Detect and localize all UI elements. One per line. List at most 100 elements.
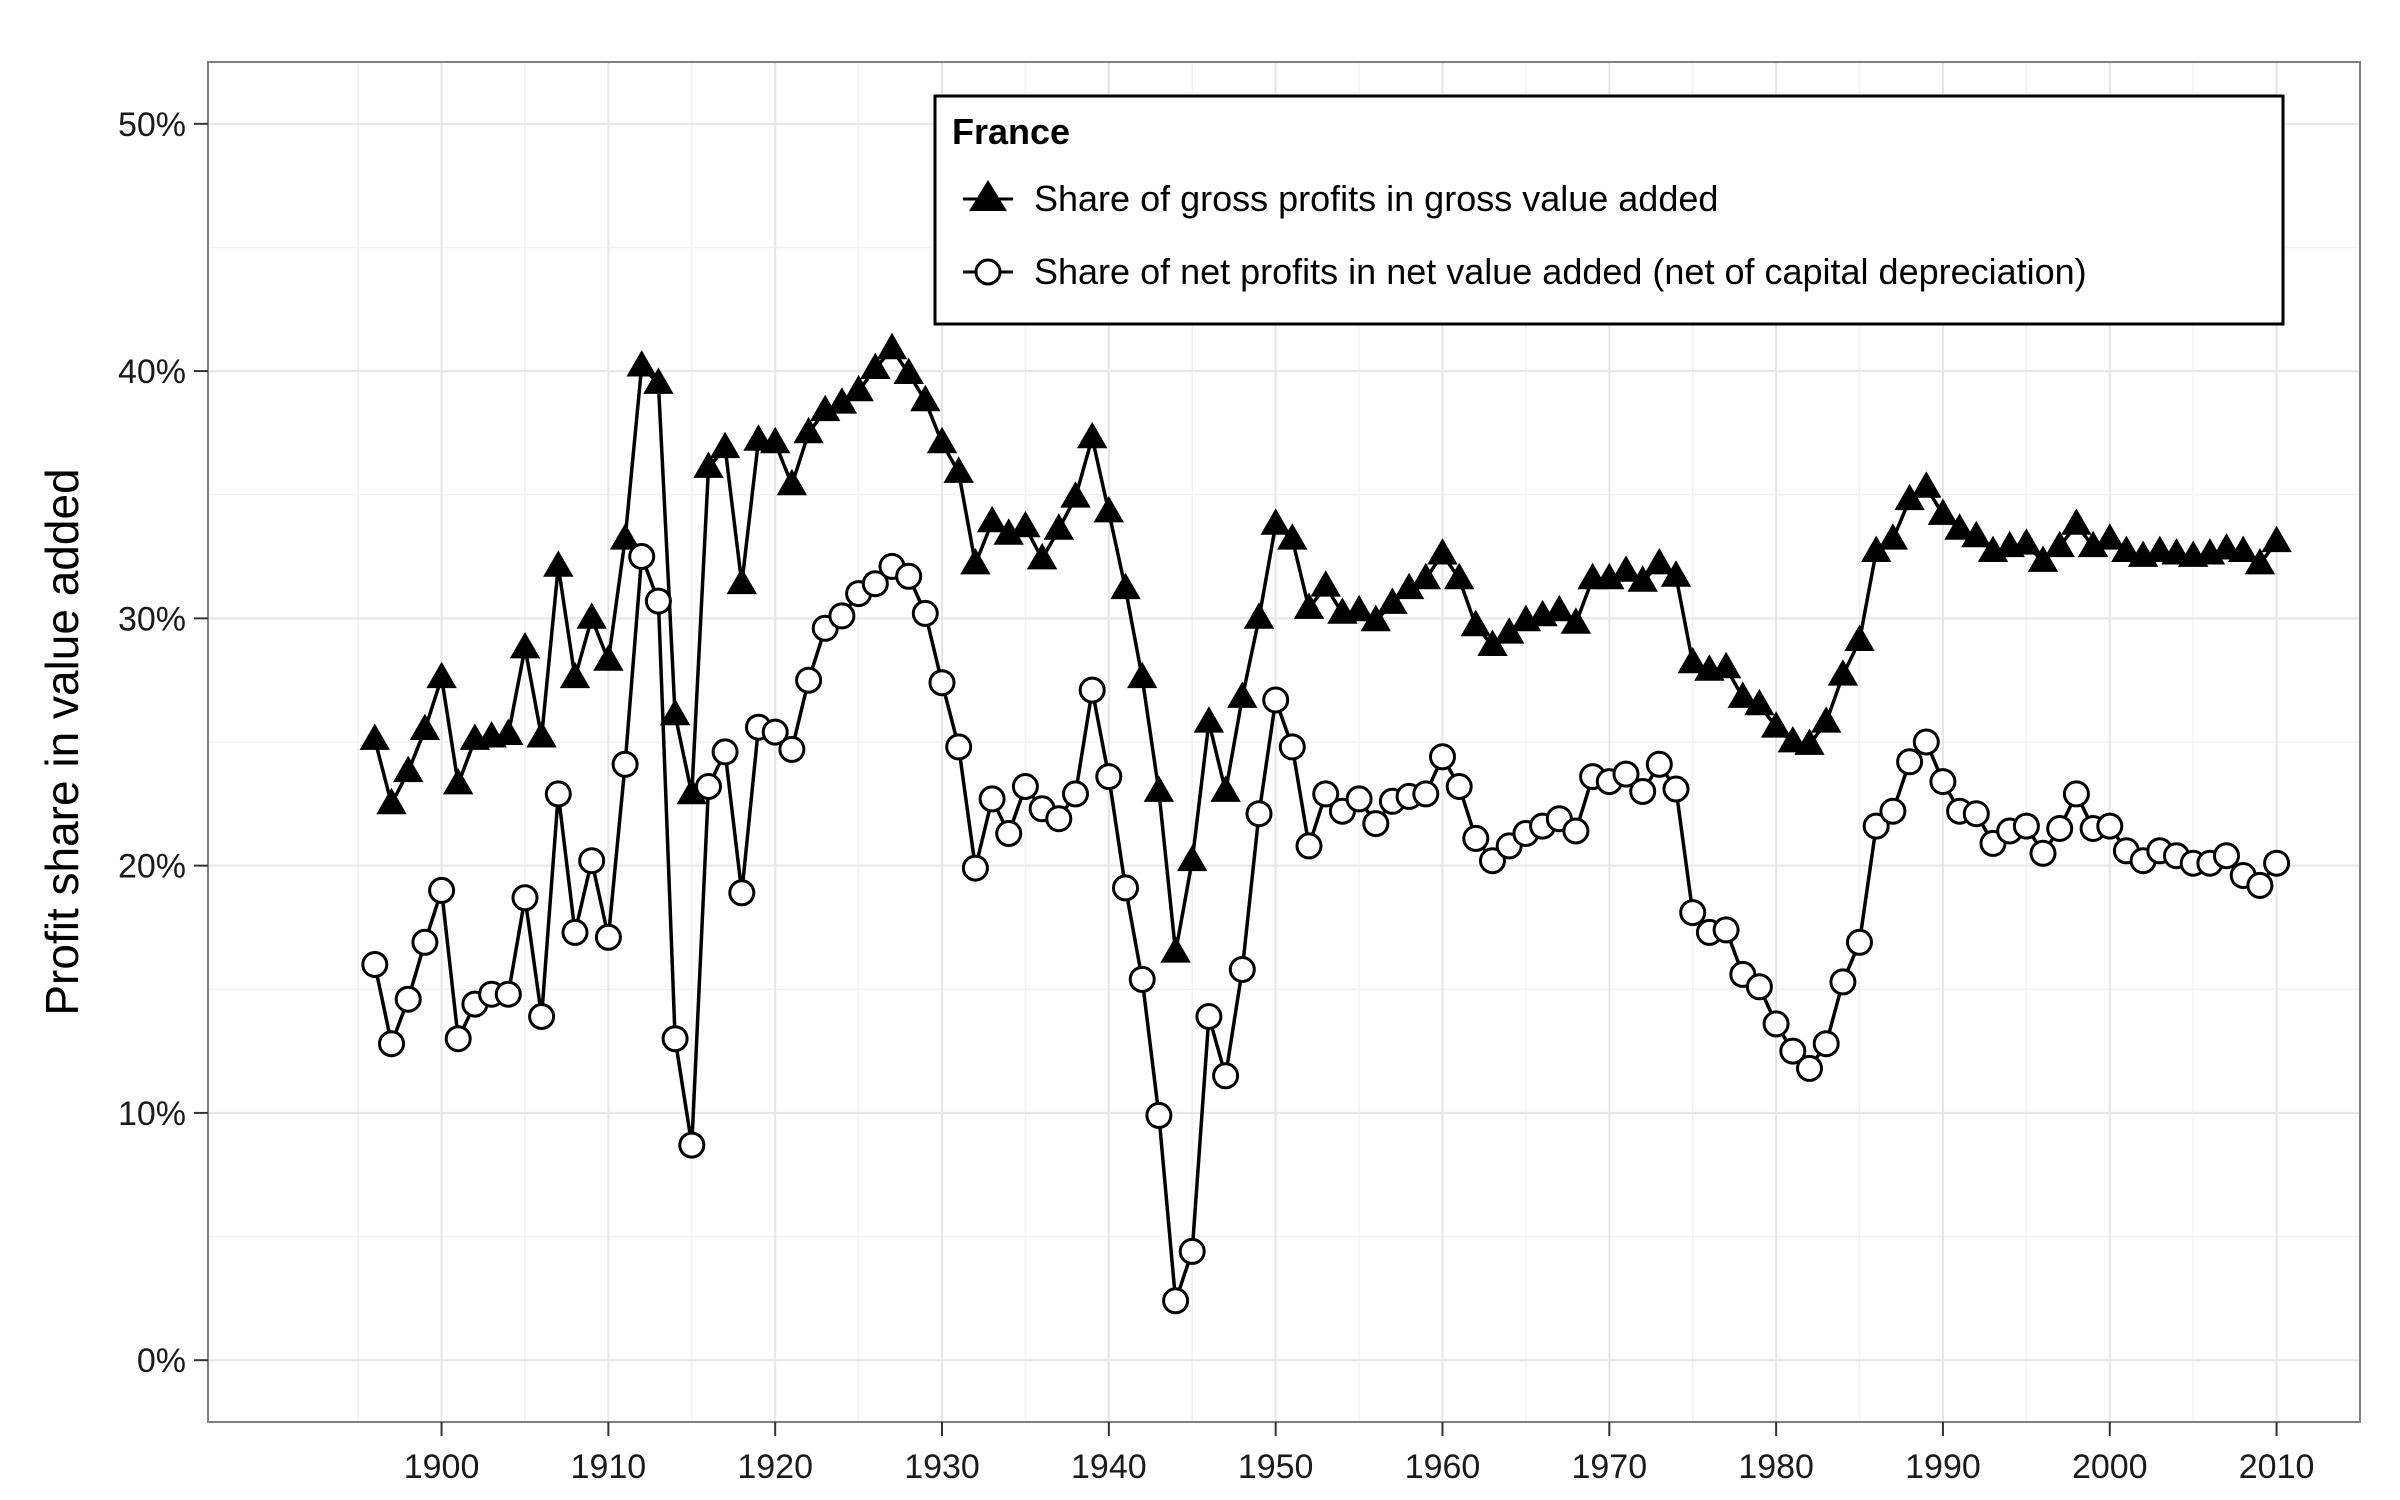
point-net-1945 — [1178, 1237, 1206, 1265]
point-net-1986 — [1862, 812, 1890, 840]
point-gross-2001 — [2111, 535, 2142, 562]
point-net-1924 — [828, 602, 856, 630]
point-net-1956 — [1362, 810, 1390, 838]
point-gross-1952 — [1293, 592, 1325, 619]
series-line-net — [373, 554, 2278, 1303]
point-gross-1912 — [626, 350, 657, 377]
point-net-1973 — [1645, 750, 1673, 778]
point-net-1940 — [1095, 763, 1123, 791]
point-gross-1924 — [826, 387, 858, 414]
point-gross-1990 — [1927, 498, 1959, 525]
point-gross-1991 — [1944, 513, 1975, 540]
point-gross-2010 — [2261, 525, 2292, 553]
point-gross-1910 — [593, 644, 624, 671]
point-gross-1922 — [793, 416, 824, 444]
point-net-1961 — [1445, 773, 1473, 800]
point-net-1928 — [895, 562, 923, 590]
point-gross-1899 — [409, 713, 441, 740]
x-tick-label: 1960 — [1405, 1448, 1481, 1486]
point-net-1896 — [361, 951, 389, 978]
point-gross-1900 — [426, 661, 457, 689]
point-gross-1918 — [726, 567, 757, 595]
point-gross-1970 — [1594, 562, 1625, 590]
point-gross-1946 — [1193, 706, 1225, 733]
point-net-1987 — [1879, 797, 1907, 825]
point-net-1982 — [1796, 1054, 1823, 1082]
point-net-1917 — [711, 738, 739, 766]
point-net-1931 — [945, 733, 973, 761]
point-gross-1956 — [1360, 604, 1391, 632]
point-gross-1911 — [609, 523, 641, 550]
point-net-1905 — [511, 884, 539, 912]
point-gross-1941 — [1110, 572, 1141, 600]
point-net-1933 — [978, 785, 1006, 813]
point-net-1979 — [1745, 973, 1773, 1001]
point-gross-1916 — [693, 451, 724, 478]
point-net-1910 — [594, 923, 622, 951]
point-net-1990 — [1929, 768, 1957, 796]
point-net-1975 — [1679, 899, 1707, 927]
point-net-2000 — [2096, 812, 2124, 840]
plot-panel-border — [207, 61, 2361, 1423]
x-tick-label: 1980 — [1738, 1448, 1814, 1486]
point-net-1977 — [1712, 916, 1740, 944]
x-tick-label: 1900 — [404, 1448, 480, 1486]
point-gross-1949 — [1243, 602, 1275, 629]
point-gross-1957 — [1377, 587, 1408, 614]
point-net-1939 — [1078, 676, 1106, 704]
point-gross-1942 — [1127, 661, 1158, 689]
point-gross-1896 — [359, 723, 390, 750]
point-gross-1961 — [1444, 562, 1475, 590]
point-net-1941 — [1112, 874, 1139, 902]
y-tick-label: 50% — [118, 106, 186, 144]
legend-circle-marker — [974, 258, 1002, 286]
x-tick-label: 1920 — [737, 1448, 813, 1486]
point-net-1951 — [1278, 733, 1306, 761]
point-gross-1967 — [1544, 594, 1575, 622]
point-gross-1962 — [1460, 609, 1491, 637]
point-net-1952 — [1295, 832, 1323, 860]
x-tick-label: 1940 — [1071, 1448, 1147, 1486]
point-net-1942 — [1128, 965, 1156, 993]
point-gross-1978 — [1727, 681, 1758, 708]
point-gross-1980 — [1760, 711, 1792, 738]
point-net-1946 — [1195, 1003, 1223, 1030]
point-net-1984 — [1829, 968, 1857, 996]
point-net-1988 — [1896, 748, 1924, 776]
point-gross-1972 — [1627, 565, 1658, 592]
point-gross-1986 — [1861, 535, 1892, 562]
point-gross-1938 — [1060, 481, 1091, 508]
point-net-1943 — [1145, 1101, 1173, 1129]
point-net-1934 — [995, 820, 1023, 847]
legend-label-gross: Share of gross profits in gross value ad… — [1034, 178, 1718, 219]
point-net-1997 — [2046, 815, 2074, 842]
point-net-1953 — [1312, 780, 1340, 808]
point-gross-1929 — [910, 384, 941, 412]
point-gross-1928 — [893, 357, 924, 384]
legend-title: France — [952, 111, 1070, 152]
point-gross-1950 — [1260, 508, 1291, 535]
point-net-2009 — [2246, 871, 2274, 899]
point-gross-1955 — [1343, 594, 1375, 622]
point-gross-1898 — [393, 755, 424, 783]
point-net-1922 — [795, 666, 823, 694]
point-net-1912 — [628, 543, 656, 570]
point-gross-1974 — [1660, 560, 1692, 587]
point-net-1989 — [1912, 728, 1940, 756]
point-gross-1939 — [1077, 421, 1108, 449]
point-gross-1975 — [1677, 646, 1708, 674]
legend-key-gross — [963, 180, 1013, 211]
point-net-1972 — [1629, 778, 1657, 805]
point-net-1998 — [2062, 780, 2090, 808]
point-gross-1917 — [709, 431, 741, 459]
point-net-1897 — [378, 1030, 405, 1058]
point-gross-1930 — [926, 426, 958, 454]
y-tick-label: 20% — [118, 848, 186, 886]
point-gross-1913 — [643, 367, 674, 394]
point-net-1947 — [1212, 1062, 1240, 1090]
point-gross-1958 — [1393, 572, 1425, 600]
point-net-1930 — [928, 669, 956, 697]
point-net-1904 — [494, 980, 522, 1008]
